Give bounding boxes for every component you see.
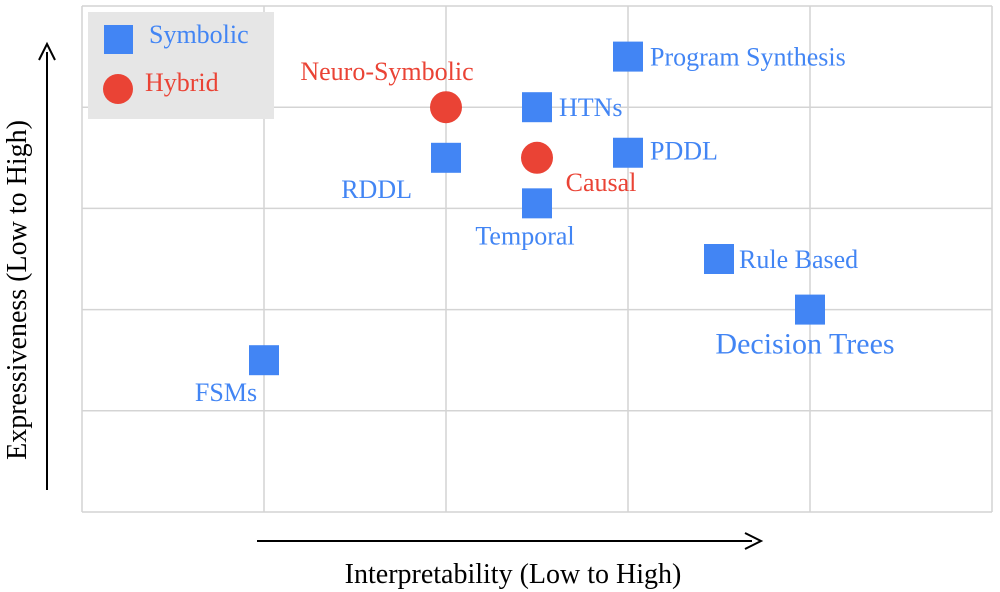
legend-marker-symbolic — [104, 25, 133, 54]
point-label-pddl: PDDL — [650, 137, 718, 166]
x-axis-arrow-head — [744, 532, 764, 550]
marker-program-synthesis — [613, 41, 643, 72]
legend-marker-hybrid — [103, 74, 133, 104]
legend: Symbolic Hybrid — [88, 12, 274, 119]
data-points — [249, 41, 825, 376]
x-axis-label: Interpretability (Low to High) — [345, 559, 682, 590]
marker-decision-trees — [795, 294, 825, 325]
marker-fsms — [249, 345, 279, 376]
point-label-causal: Causal — [566, 168, 637, 197]
marker-causal — [521, 141, 553, 174]
y-axis-label: Expressiveness (Low to High) — [2, 120, 33, 460]
point-label-fsms: FSMs — [195, 378, 257, 407]
point-label-htns: HTNs — [559, 93, 623, 122]
x-axis: Interpretability (Low to High) — [257, 532, 764, 590]
point-label-rddl: RDDL — [341, 175, 412, 204]
marker-htns — [522, 92, 552, 123]
point-label-decision-trees: Decision Trees — [715, 328, 894, 361]
y-axis-arrow-head — [38, 41, 56, 61]
marker-pddl — [613, 137, 643, 168]
point-label-neuro-symbolic: Neuro-Symbolic — [300, 57, 473, 86]
legend-label-symbolic: Symbolic — [149, 20, 249, 49]
point-label-temporal: Temporal — [475, 221, 574, 250]
point-label-program-synthesis: Program Synthesis — [650, 43, 846, 72]
marker-temporal — [522, 188, 552, 219]
y-axis: Expressiveness (Low to High) — [2, 41, 56, 490]
legend-label-hybrid: Hybrid — [145, 68, 219, 97]
marker-rddl — [431, 142, 461, 173]
point-label-rule-based: Rule Based — [739, 245, 858, 274]
marker-rule-based — [704, 244, 734, 274]
point-labels: Program Synthesis HTNs RDDL PDDL Temporal Rul… — [195, 43, 895, 408]
marker-neuro-symbolic — [430, 91, 462, 124]
